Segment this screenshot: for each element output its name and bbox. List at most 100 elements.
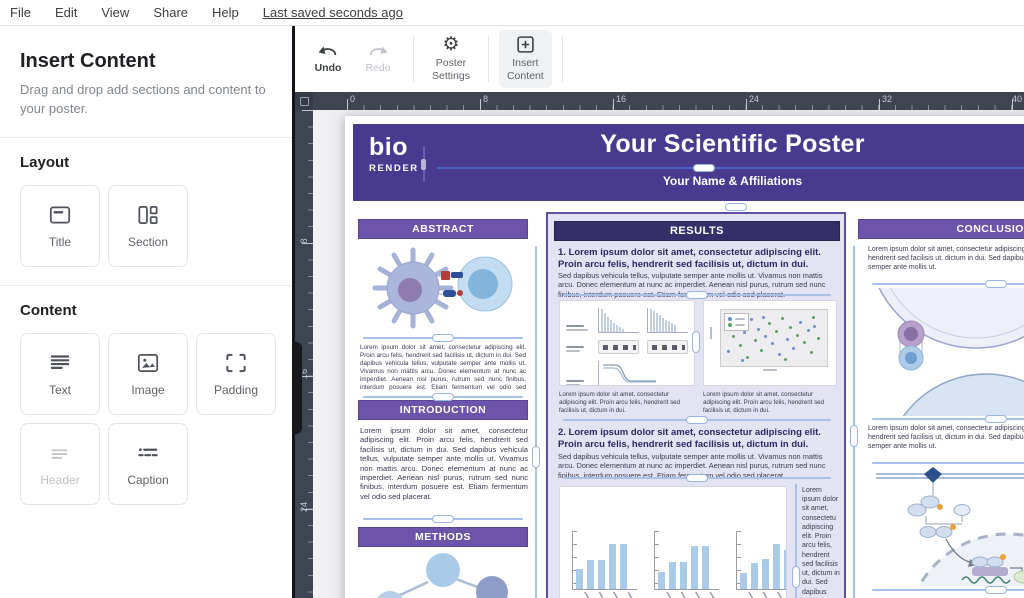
redo-icon — [369, 46, 388, 55]
toolbar-divider — [413, 36, 414, 82]
insert-section-card[interactable]: Section — [108, 184, 188, 267]
poster[interactable]: bio RENDER Your Scientific Poster Your N… — [345, 116, 1024, 598]
poster-settings-button[interactable]: ⚙ Poster Settings — [424, 30, 478, 87]
insert-padding-card[interactable]: Padding — [196, 332, 276, 415]
undo-icon — [318, 46, 337, 55]
drag-handle[interactable] — [692, 331, 700, 353]
results-header[interactable]: RESULTS — [554, 221, 840, 241]
caption-icon — [138, 448, 158, 457]
methods-flow-illustration[interactable] — [358, 552, 528, 598]
ruler-number: 8 — [483, 94, 489, 104]
drag-handle[interactable] — [432, 515, 454, 523]
card-label: Padding — [213, 383, 259, 398]
insert-content-button[interactable]: Insert Content — [498, 30, 552, 88]
insert-image-card[interactable]: Image — [108, 332, 188, 415]
insert-title-card[interactable]: Title — [20, 184, 100, 267]
cell-interaction-illustration[interactable] — [363, 242, 523, 334]
toolbar-divider — [561, 36, 563, 82]
drag-handle[interactable] — [686, 474, 708, 482]
abstract-text[interactable]: Lorem ipsum dolor sit amet, consectetur … — [360, 344, 526, 392]
section-layout-icon — [138, 206, 158, 225]
cell-membrane-illustration[interactable] — [858, 288, 1024, 416]
introduction-header[interactable]: INTRODUCTION — [358, 400, 528, 420]
panel-subtitle: Drag and drop add sections and content t… — [20, 82, 266, 116]
poster-authors[interactable]: Your Name & Affiliations — [662, 174, 803, 188]
last-saved-status[interactable]: Last saved seconds ago — [262, 5, 403, 20]
scatter-legend — [724, 313, 749, 331]
drag-handle[interactable] — [432, 393, 454, 401]
insert-caption-card[interactable]: Caption — [108, 422, 188, 505]
drag-handle[interactable] — [985, 415, 1007, 423]
scatter-plot — [720, 309, 828, 367]
insert-header-card[interactable]: Header — [20, 422, 100, 505]
drag-handle[interactable] — [850, 425, 858, 447]
drag-handle[interactable] — [686, 416, 708, 424]
results-figure-assays[interactable] — [559, 300, 695, 386]
drag-handle[interactable] — [686, 291, 708, 299]
menu-edit[interactable]: Edit — [54, 5, 78, 20]
ruler-number: 0 — [350, 94, 356, 104]
mini-bar-chart — [598, 308, 639, 333]
redo-button[interactable]: Redo — [353, 39, 403, 80]
insert-content-icon — [517, 36, 534, 54]
mini-bar-chart — [647, 308, 688, 333]
conclusions-text-2[interactable]: Lorem ipsum dolor sit amet, consectetur … — [868, 425, 1024, 451]
results-block1-title[interactable]: 1. Lorem ipsum dolor sit amet, consectet… — [558, 247, 821, 270]
panel-separator — [292, 26, 295, 598]
redo-label: Redo — [365, 61, 391, 74]
drag-handle[interactable] — [985, 586, 1007, 594]
image-icon — [137, 354, 159, 373]
vertical-ruler: 8 16 24 — [295, 110, 313, 598]
results-side-text[interactable]: Lorem ipsum dolor sit amet, consectetu a… — [802, 487, 840, 598]
drag-handle[interactable] — [985, 280, 1007, 288]
figure-caption[interactable]: Lorem ipsum dolor sit amet, consectetur … — [703, 391, 825, 415]
results-block2-title[interactable]: 2. Lorem ipsum dolor sit amet, consectet… — [558, 427, 821, 450]
menu-file[interactable]: File — [10, 5, 31, 20]
sidebar-collapse-handle[interactable] — [293, 342, 302, 434]
gear-icon: ⚙ — [442, 34, 460, 56]
bar-chart — [736, 531, 786, 590]
undo-button[interactable]: Undo — [303, 39, 353, 80]
drag-handle[interactable] — [421, 159, 426, 170]
ruler-number: 24 — [299, 502, 309, 513]
poster-settings-label: Poster Settings — [432, 57, 470, 82]
conclusions-text-1[interactable]: Lorem ipsum dolor sit amet, consectetur … — [868, 246, 1024, 272]
scatter-xlabel — [763, 369, 777, 371]
poster-header[interactable]: bio RENDER Your Scientific Poster Your N… — [353, 124, 1024, 201]
figure-caption[interactable]: Lorem ipsum dolor sit amet, consectetur … — [559, 391, 681, 415]
section-divider — [872, 589, 1024, 591]
drag-handle[interactable] — [725, 203, 747, 211]
conclusions-header[interactable]: CONCLUSIONS — [858, 219, 1024, 239]
menu-view[interactable]: View — [101, 5, 130, 20]
menu-help[interactable]: Help — [212, 5, 239, 20]
gel-blot — [647, 340, 688, 354]
drag-handle[interactable] — [693, 164, 715, 172]
results-section[interactable]: RESULTS 1. Lorem ipsum dolor sit amet, c… — [546, 212, 846, 598]
canvas-area[interactable]: bio RENDER Your Scientific Poster Your N… — [313, 110, 1024, 598]
drag-handle[interactable] — [792, 566, 800, 588]
melt-curve-chart — [598, 361, 656, 385]
signaling-pathway-illustration[interactable] — [858, 466, 1024, 586]
insert-text-card[interactable]: Text — [20, 332, 100, 415]
introduction-text[interactable]: Lorem ipsum dolor sit amet, consectetur … — [360, 426, 528, 501]
divider — [0, 284, 292, 286]
drag-handle[interactable] — [432, 334, 454, 342]
results-block2-body[interactable]: Sed dapibus vehicula tellus, vulputate s… — [558, 452, 826, 480]
results-figure-bars[interactable] — [559, 486, 787, 598]
methods-header[interactable]: METHODS — [358, 527, 528, 547]
poster-title[interactable]: Your Scientific Poster — [600, 130, 865, 158]
gel-blot — [598, 340, 639, 354]
ruler-origin — [295, 92, 313, 110]
biorender-logo: bio RENDER — [369, 133, 419, 173]
menu-bar: File Edit View Share Help Last saved sec… — [0, 0, 1024, 26]
results-figure-scatter[interactable] — [703, 300, 837, 386]
drag-handle[interactable] — [532, 446, 540, 468]
content-heading: Content — [20, 301, 77, 319]
section-divider — [872, 418, 1024, 420]
abstract-header[interactable]: ABSTRACT — [358, 219, 528, 239]
ruler-number: 24 — [749, 94, 760, 104]
horizontal-ruler: 0 8 16 24 32 40 — [295, 92, 1024, 110]
column-divider — [535, 246, 537, 598]
menu-share[interactable]: Share — [153, 5, 189, 20]
